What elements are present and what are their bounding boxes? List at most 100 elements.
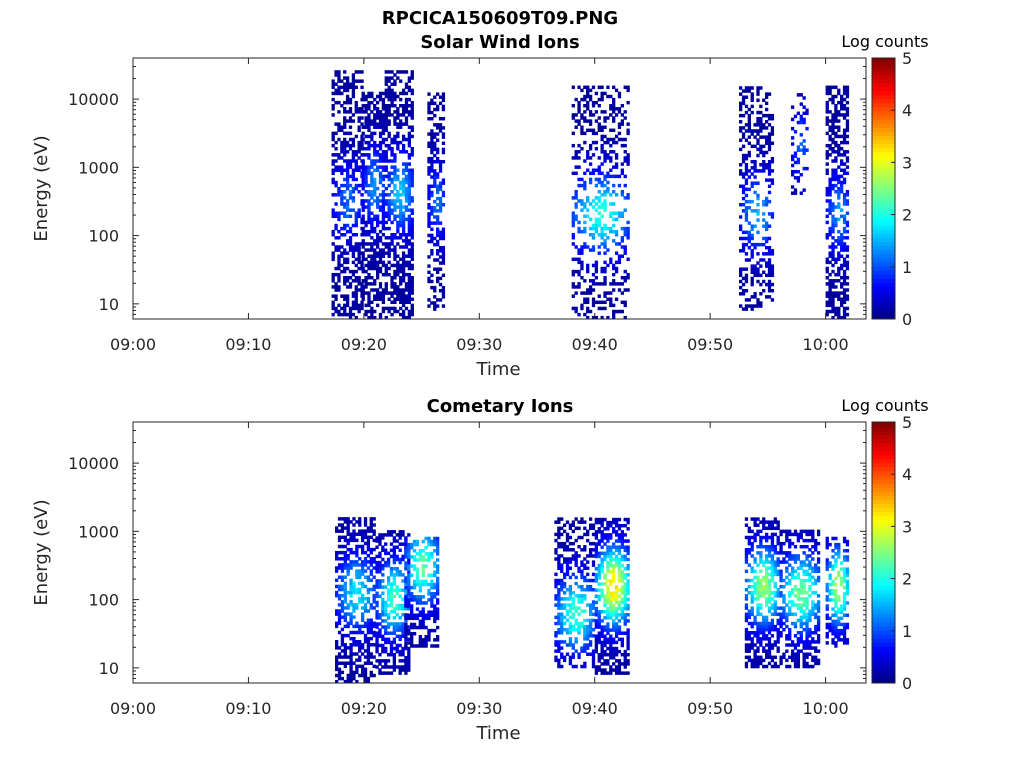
spectrogram-cell [384, 560, 388, 565]
spectrogram-cell [571, 523, 575, 527]
spectrogram-cell [430, 644, 434, 648]
spectrogram-cell [392, 594, 397, 599]
spectrogram-cell [568, 661, 573, 666]
spectrogram-cell [562, 606, 567, 610]
spectrogram-cell [837, 125, 841, 129]
spectrogram-cell [430, 573, 434, 578]
spectrogram-cell [825, 186, 829, 191]
spectrogram-cell [378, 97, 383, 102]
spectrogram-cell [831, 263, 835, 268]
x-tick-label: 09:20 [341, 335, 387, 354]
spectrogram-cell [361, 217, 365, 222]
spectrogram-cell [337, 190, 341, 194]
spectrogram-cell [345, 186, 350, 191]
spectrogram-cell [614, 628, 619, 632]
spectrogram-cell [345, 119, 350, 123]
spectrogram-cell [358, 597, 362, 601]
spectrogram-cell [401, 233, 406, 237]
spectrogram-cell [750, 184, 754, 189]
spectrogram-cell [560, 627, 564, 632]
spectrogram-cell [438, 129, 443, 133]
spectrogram-cell [343, 269, 347, 274]
spectrogram-cell [606, 527, 610, 531]
spectrogram-cell [361, 91, 365, 96]
spectrogram-cell [606, 631, 610, 635]
spectrogram-cell [744, 649, 749, 653]
spectrogram-cell [765, 221, 769, 225]
spectrogram-cell [565, 603, 570, 607]
spectrogram-cell [343, 125, 347, 129]
spectrogram-cell [845, 159, 850, 163]
spectrogram-cell [349, 664, 353, 669]
spectrogram-cell [609, 643, 613, 648]
spectrogram-cell [623, 251, 627, 255]
spectrogram-cell [594, 573, 599, 577]
spectrogram-cell [753, 190, 757, 195]
spectrogram-cell [756, 230, 760, 235]
spectrogram-cell [343, 612, 347, 616]
spectrogram-cell [433, 258, 437, 262]
spectrogram-cell [765, 569, 769, 574]
spectrogram-cell [355, 532, 359, 536]
spectrogram-cell [770, 113, 775, 118]
x-tick-label: 09:50 [687, 335, 733, 354]
spectrogram-cell [436, 187, 440, 192]
spectrogram-cell [351, 272, 356, 277]
spectrogram-cell [378, 668, 382, 672]
spectrogram-cell [842, 128, 847, 133]
spectrogram-cell [603, 573, 607, 577]
spectrogram-cell [357, 251, 361, 255]
spectrogram-cell [600, 662, 604, 666]
spectrogram-cell [770, 288, 775, 293]
spectrogram-cell [554, 643, 558, 647]
spectrogram-cell [427, 187, 431, 192]
spectrogram-cell [340, 676, 345, 681]
spectrogram-cell [364, 104, 368, 108]
spectrogram-cell [386, 665, 391, 669]
spectrogram-cell [845, 266, 850, 271]
spectrogram-cell [343, 100, 347, 105]
spectrogram-cell [620, 214, 624, 219]
spectrogram-cell [626, 517, 630, 522]
spectrogram-cell [396, 309, 400, 314]
spectrogram-cell [389, 603, 394, 608]
colorbar-step [872, 265, 895, 271]
spectrogram-cell [762, 594, 766, 598]
spectrogram-cell [606, 186, 610, 191]
spectrogram-cell [565, 535, 570, 540]
spectrogram-cell [767, 594, 772, 598]
spectrogram-cell [361, 294, 365, 298]
spectrogram-cell [410, 297, 414, 301]
spectrogram-cell [390, 70, 394, 74]
spectrogram-cell [762, 258, 766, 262]
spectrogram-cell [623, 208, 627, 212]
spectrogram-cell [346, 590, 350, 595]
spectrogram-cell [773, 661, 777, 666]
spectrogram-cell [776, 523, 780, 527]
spectrogram-cell [418, 641, 422, 645]
spectrogram-cell [597, 116, 601, 120]
spectrogram-cell [346, 563, 350, 567]
spectrogram-cell [603, 637, 607, 642]
spectrogram-cell [335, 557, 339, 561]
spectrogram-cell [395, 603, 399, 608]
spectrogram-cell [828, 226, 832, 231]
spectrogram-cell [366, 535, 371, 540]
spectrogram-cell [773, 603, 777, 607]
spectrogram-cell [427, 304, 431, 308]
spectrogram-cell [842, 153, 847, 157]
spectrogram-cell [427, 144, 431, 149]
spectrogram-cell [831, 257, 835, 262]
spectrogram-cell [387, 134, 391, 139]
spectrogram-cell [609, 104, 613, 108]
spectrogram-cell [580, 248, 584, 252]
spectrogram-cell [609, 533, 613, 537]
spectrogram-cell [354, 233, 358, 237]
spectrogram-cell [583, 520, 587, 524]
spectrogram-cell [384, 82, 388, 86]
spectrogram-cell [364, 199, 368, 203]
spectrogram-cell [577, 165, 581, 169]
spectrogram-cell [436, 644, 440, 648]
spectrogram-cell [357, 306, 361, 311]
spectrogram-cell [756, 575, 760, 580]
